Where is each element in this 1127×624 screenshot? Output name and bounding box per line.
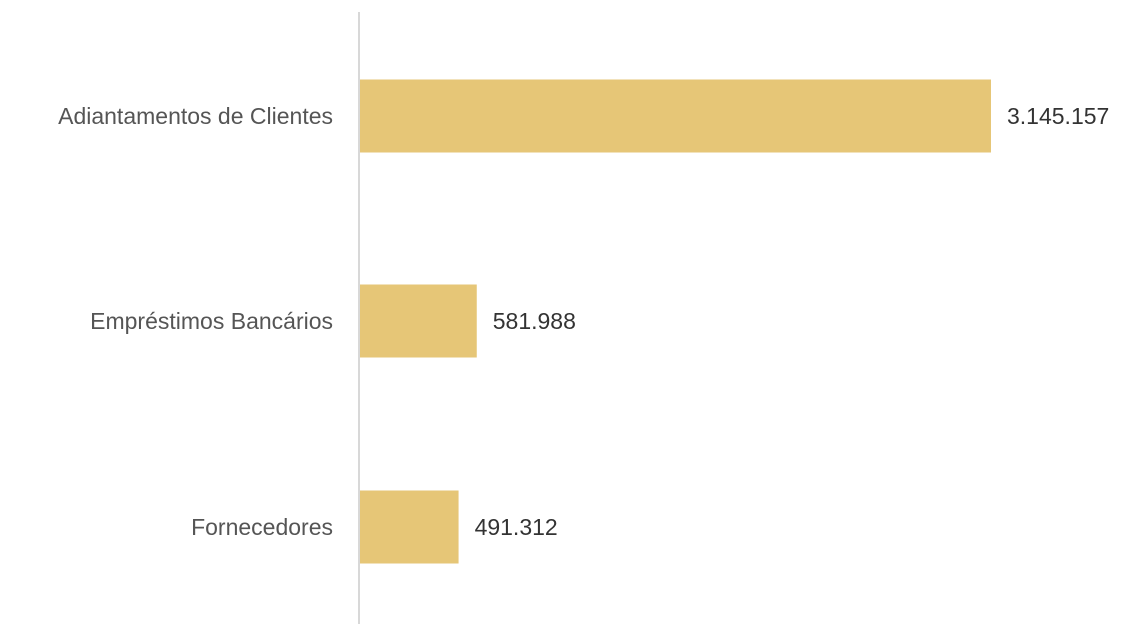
bar (360, 490, 459, 564)
category-label: Fornecedores (191, 514, 333, 540)
category-labels: Adiantamentos de Clientes Empréstimos Ban… (58, 103, 333, 540)
category-label: Adiantamentos de Clientes (58, 103, 333, 129)
bar (360, 284, 477, 358)
bar (360, 79, 991, 153)
value-label: 581.988 (493, 308, 576, 334)
category-label: Empréstimos Bancários (90, 308, 333, 334)
value-label: 491.312 (475, 514, 558, 540)
value-label: 3.145.157 (1007, 103, 1109, 129)
value-labels: 3.145.157 581.988 491.312 (475, 103, 1110, 540)
bars-group (360, 79, 991, 564)
